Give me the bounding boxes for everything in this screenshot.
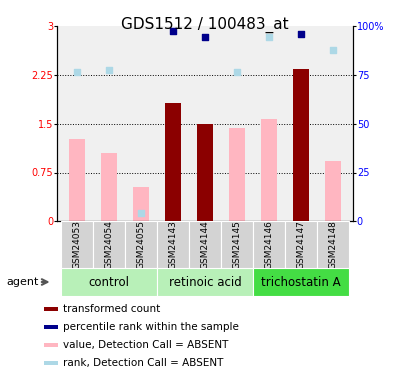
Bar [92, 221, 124, 268]
Bar [261, 119, 276, 221]
Bar [196, 124, 213, 221]
Bar [44, 325, 58, 329]
Text: GDS1512 / 100483_at: GDS1512 / 100483_at [121, 17, 288, 33]
Point [169, 28, 176, 34]
Text: rank, Detection Call = ABSENT: rank, Detection Call = ABSENT [63, 358, 223, 368]
Text: GSM24148: GSM24148 [328, 220, 337, 269]
Text: agent: agent [6, 277, 38, 287]
Bar [317, 221, 348, 268]
Text: retinoic acid: retinoic acid [168, 276, 241, 289]
Point [105, 68, 112, 74]
Text: GSM24147: GSM24147 [296, 220, 305, 269]
Bar [157, 221, 189, 268]
Bar [133, 188, 148, 221]
Point [265, 34, 272, 40]
Text: percentile rank within the sample: percentile rank within the sample [63, 322, 239, 332]
Text: GSM24145: GSM24145 [232, 220, 241, 269]
Bar [44, 343, 58, 347]
Point [201, 34, 208, 40]
Bar [44, 361, 58, 365]
Bar [220, 221, 252, 268]
Bar [68, 139, 85, 221]
Bar [229, 128, 245, 221]
Bar [285, 221, 317, 268]
Point [233, 69, 240, 75]
Text: control: control [88, 276, 129, 289]
Bar [101, 153, 117, 221]
Bar [164, 103, 180, 221]
Text: GSM24053: GSM24053 [72, 220, 81, 269]
Text: GSM24055: GSM24055 [136, 220, 145, 269]
Point [297, 31, 304, 37]
Text: GSM24054: GSM24054 [104, 220, 113, 269]
Text: GSM24146: GSM24146 [264, 220, 273, 269]
Bar [252, 221, 285, 268]
Bar [292, 69, 308, 221]
Bar [124, 221, 157, 268]
Bar [189, 221, 220, 268]
Bar [61, 268, 157, 296]
Text: transformed count: transformed count [63, 304, 160, 314]
Point [73, 69, 80, 75]
Bar [157, 268, 252, 296]
Bar [252, 268, 348, 296]
Text: GSM24143: GSM24143 [168, 220, 177, 269]
Text: value, Detection Call = ABSENT: value, Detection Call = ABSENT [63, 340, 228, 350]
Bar [44, 307, 58, 311]
Bar [61, 221, 92, 268]
Text: GSM24144: GSM24144 [200, 220, 209, 269]
Text: trichostatin A: trichostatin A [261, 276, 340, 289]
Point [137, 210, 144, 216]
Point [329, 47, 336, 53]
Bar [324, 162, 341, 221]
